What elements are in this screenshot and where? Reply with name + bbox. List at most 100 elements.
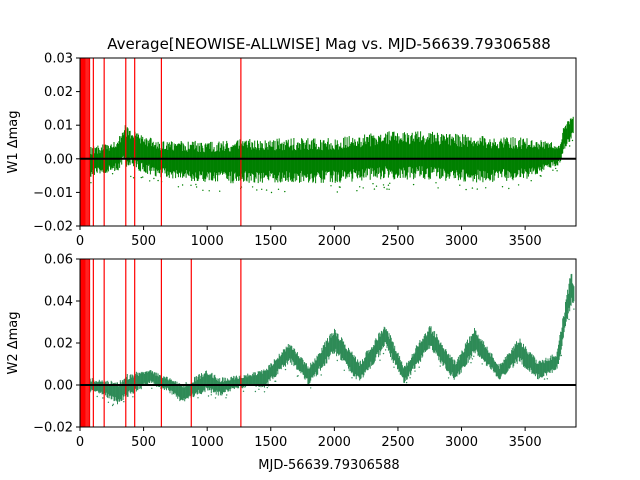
data-point bbox=[573, 308, 575, 310]
data-point bbox=[254, 390, 257, 393]
data-point bbox=[153, 177, 155, 180]
data-point bbox=[501, 186, 504, 188]
data-point bbox=[372, 183, 374, 185]
data-point bbox=[336, 191, 338, 193]
data-point bbox=[476, 188, 478, 190]
data-points bbox=[89, 116, 574, 194]
data-point bbox=[471, 187, 474, 189]
x-tick-label: 0 bbox=[76, 234, 84, 249]
data-point bbox=[202, 189, 204, 191]
w1-panel: 0 500 1000 1500 2000 2500 3000 3500 −0.02 −0.01 0.… bbox=[6, 52, 577, 249]
data-point bbox=[266, 386, 268, 389]
data-point bbox=[151, 387, 153, 389]
x-tick-label: 3000 bbox=[445, 435, 478, 450]
data-point bbox=[362, 187, 364, 189]
data-point bbox=[275, 380, 277, 382]
data-point bbox=[485, 187, 487, 189]
w2-panel: 0 500 1000 1500 2000 2500 3000 3500 −0.02 0.00 0.0… bbox=[6, 253, 577, 450]
data-point bbox=[226, 394, 228, 396]
x-tick-label: 3500 bbox=[509, 435, 542, 450]
y-tick-label: 0.04 bbox=[44, 295, 73, 310]
data-point bbox=[412, 183, 415, 186]
data-point bbox=[177, 186, 180, 188]
data-point bbox=[508, 187, 510, 190]
data-point bbox=[379, 359, 381, 361]
data-point bbox=[356, 190, 358, 192]
data-point bbox=[149, 180, 151, 182]
data-point bbox=[96, 395, 98, 398]
data-point bbox=[359, 186, 361, 188]
y-tick-label: 0.02 bbox=[44, 337, 73, 352]
data-point bbox=[540, 175, 542, 177]
plot-area bbox=[80, 58, 576, 226]
data-point bbox=[382, 184, 385, 186]
x-tick-label: 1500 bbox=[254, 234, 287, 249]
data-point bbox=[384, 349, 387, 351]
x-tick-label: 500 bbox=[131, 435, 156, 450]
data-point bbox=[102, 397, 104, 399]
data-point bbox=[265, 189, 268, 191]
data-point bbox=[560, 354, 562, 357]
data-point bbox=[330, 185, 332, 187]
data-point bbox=[375, 185, 378, 187]
data-point bbox=[339, 186, 341, 188]
chart-title: Average[NEOWISE-ALLWISE] Mag vs. MJD-566… bbox=[107, 35, 551, 53]
data-point bbox=[387, 184, 390, 186]
x-tick-label: 2000 bbox=[318, 435, 351, 450]
data-point bbox=[393, 366, 395, 368]
data-point bbox=[373, 188, 376, 190]
data-point bbox=[261, 188, 263, 190]
data-point bbox=[270, 191, 273, 194]
data-point bbox=[568, 318, 570, 321]
data-point bbox=[481, 363, 483, 365]
data-point bbox=[351, 377, 353, 379]
x-tick-label: 1500 bbox=[254, 435, 287, 450]
y-tick-label: 0.00 bbox=[44, 152, 73, 167]
x-tick-label: 3000 bbox=[445, 234, 478, 249]
data-point bbox=[555, 167, 557, 170]
y-tick-label: −0.01 bbox=[33, 186, 73, 201]
data-point bbox=[132, 177, 135, 179]
data-point bbox=[111, 173, 114, 175]
data-point bbox=[386, 188, 388, 190]
data-point bbox=[471, 358, 474, 360]
data-point bbox=[277, 188, 280, 190]
y-axis-label: W2 Δmag bbox=[6, 311, 21, 374]
data-point bbox=[320, 374, 322, 376]
data-point bbox=[343, 369, 345, 371]
data-point bbox=[190, 184, 192, 186]
data-point bbox=[107, 401, 110, 403]
data-point bbox=[546, 378, 548, 380]
data-point bbox=[437, 187, 439, 189]
data-point bbox=[473, 355, 475, 357]
data-points bbox=[89, 273, 575, 407]
data-point bbox=[414, 370, 416, 372]
data-point bbox=[409, 377, 411, 379]
y-axis-label: W1 Δmag bbox=[6, 110, 21, 173]
x-tick-label: 2000 bbox=[318, 234, 351, 249]
x-tick-label: 1000 bbox=[191, 435, 224, 450]
x-tick-label: 0 bbox=[76, 435, 84, 450]
data-point bbox=[383, 186, 385, 189]
x-tick-label: 500 bbox=[131, 234, 156, 249]
y-tick-label: −0.02 bbox=[33, 220, 73, 235]
data-point bbox=[447, 377, 450, 379]
data-point bbox=[210, 394, 212, 396]
plot-area bbox=[80, 259, 576, 427]
data-point bbox=[571, 139, 574, 142]
data-point bbox=[130, 175, 132, 178]
data-point bbox=[123, 401, 125, 403]
x-tick-label: 2500 bbox=[381, 234, 414, 249]
data-point bbox=[405, 381, 408, 384]
y-tick-label: 0.02 bbox=[44, 85, 73, 100]
data-point bbox=[556, 170, 558, 172]
data-point bbox=[552, 169, 554, 171]
y-tick-label: 0.00 bbox=[44, 379, 73, 394]
data-point bbox=[263, 391, 266, 393]
data-point bbox=[388, 188, 390, 190]
x-tick-label: 1000 bbox=[191, 234, 224, 249]
data-point bbox=[197, 397, 199, 399]
data-point bbox=[297, 375, 299, 377]
data-point bbox=[207, 395, 210, 397]
